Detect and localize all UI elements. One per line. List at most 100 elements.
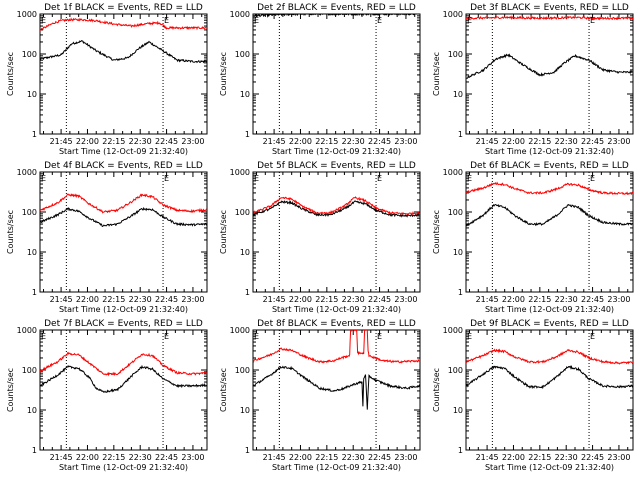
x-tick-label: 22:00	[502, 295, 525, 304]
x-tick-label: 22:15	[528, 453, 551, 462]
x-tick-label: 21:45	[50, 137, 73, 146]
y-tick-label: 1000	[17, 326, 37, 335]
y-axis-label: Counts/sec	[432, 210, 441, 254]
plot-frame	[252, 171, 421, 293]
x-tick-label: 22:00	[289, 137, 312, 146]
event-marker-label: E	[164, 332, 169, 341]
x-tick-label: 22:45	[581, 137, 604, 146]
x-axis-label: Start Time (12-Oct-09 21:32:40)	[485, 147, 614, 156]
series-line-events	[466, 203, 633, 227]
y-tick-label: 100	[22, 366, 37, 375]
y-tick-label: 10	[453, 90, 463, 99]
event-marker-label: E	[467, 174, 472, 183]
plot-frame	[39, 13, 208, 135]
x-tick-label: 22:30	[342, 453, 365, 462]
x-tick-label: 23:00	[181, 453, 204, 462]
event-marker-label: E	[164, 16, 169, 25]
chart-title: Det 1f BLACK = Events, RED = LLD	[44, 3, 203, 13]
x-tick-label: 22:45	[581, 453, 604, 462]
x-tick-label: 22:45	[155, 453, 178, 462]
x-axis-label: Start Time (12-Oct-09 21:32:40)	[59, 463, 188, 472]
x-axis-label: Start Time (12-Oct-09 21:32:40)	[59, 147, 188, 156]
y-tick-label: 100	[448, 50, 463, 59]
series-line-lld	[253, 196, 420, 216]
y-axis-label: Counts/sec	[219, 210, 228, 254]
y-tick-label: 1000	[17, 168, 37, 177]
y-tick-label: 1000	[443, 326, 463, 335]
x-tick-label: 21:45	[263, 137, 286, 146]
x-tick-label: 22:30	[555, 453, 578, 462]
x-tick-label: 21:45	[263, 295, 286, 304]
series-line-events	[253, 200, 420, 218]
y-tick-label: 100	[448, 366, 463, 375]
x-tick-label: 22:45	[155, 295, 178, 304]
event-marker-label: E	[164, 174, 169, 183]
x-tick-label: 23:00	[607, 453, 630, 462]
series-line-lld	[40, 193, 207, 214]
chart-panel-8: Det 8f BLACK = Events, RED = LLD Counts/s…	[219, 319, 421, 472]
x-tick-label: 22:30	[129, 295, 152, 304]
x-axis-label: Start Time (12-Oct-09 21:32:40)	[59, 305, 188, 314]
x-tick-label: 22:15	[528, 295, 551, 304]
y-tick-label: 1000	[17, 10, 37, 19]
series-line-events	[40, 206, 207, 227]
event-marker-label: E	[377, 332, 382, 341]
x-tick-label: 22:45	[368, 137, 391, 146]
chart-panel-5: Det 5f BLACK = Events, RED = LLD Counts/s…	[219, 161, 421, 314]
x-tick-label: 22:00	[76, 295, 99, 304]
x-tick-label: 22:30	[342, 137, 365, 146]
event-marker-label: E	[590, 332, 595, 341]
y-axis-label: Counts/sec	[6, 368, 15, 412]
y-tick-label: 100	[235, 366, 250, 375]
series-line-lld	[466, 181, 633, 196]
y-tick-label: 10	[240, 406, 250, 415]
x-axis-label: Start Time (12-Oct-09 21:32:40)	[485, 463, 614, 472]
x-tick-label: 22:30	[129, 453, 152, 462]
x-tick-label: 22:00	[289, 453, 312, 462]
x-axis-label: Start Time (12-Oct-09 21:32:40)	[272, 463, 401, 472]
x-tick-label: 21:45	[476, 453, 499, 462]
y-tick-label: 10	[27, 406, 37, 415]
chart-panel-1: Det 1f BLACK = Events, RED = LLD Counts/s…	[6, 3, 208, 156]
chart-title: Det 7f BLACK = Events, RED = LLD	[44, 319, 203, 329]
plot-frame	[465, 171, 634, 293]
x-axis-label: Start Time (12-Oct-09 21:32:40)	[272, 147, 401, 156]
chart-title: Det 5f BLACK = Events, RED = LLD	[257, 161, 416, 171]
y-tick-label: 100	[22, 50, 37, 59]
x-tick-label: 21:45	[263, 453, 286, 462]
y-axis-label: Counts/sec	[6, 210, 15, 254]
x-tick-label: 22:15	[102, 295, 125, 304]
series-line-lld	[40, 17, 207, 31]
event-marker-label: E	[467, 16, 472, 25]
chart-panel-7: Det 7f BLACK = Events, RED = LLD Counts/s…	[6, 319, 208, 472]
y-tick-label: 1	[245, 288, 250, 297]
y-tick-label: 1	[32, 288, 37, 297]
y-tick-label: 100	[235, 50, 250, 59]
y-axis-label: Counts/sec	[219, 368, 228, 412]
y-tick-label: 100	[22, 208, 37, 217]
series-line-events	[466, 53, 633, 79]
series-line-events	[466, 365, 633, 390]
x-tick-label: 22:00	[502, 453, 525, 462]
x-tick-label: 22:30	[129, 137, 152, 146]
chart-title: Det 3f BLACK = Events, RED = LLD	[470, 3, 629, 13]
x-tick-label: 22:15	[315, 453, 338, 462]
event-marker-label: E	[254, 16, 259, 25]
x-tick-label: 23:00	[607, 295, 630, 304]
series-line-lld	[253, 330, 420, 364]
event-marker-label: E	[254, 174, 259, 183]
y-tick-label: 10	[453, 406, 463, 415]
y-tick-label: 1	[245, 446, 250, 455]
event-marker-label: E	[41, 174, 46, 183]
y-tick-label: 1	[458, 446, 463, 455]
x-tick-label: 23:00	[181, 137, 204, 146]
series-line-lld	[466, 15, 633, 21]
y-tick-label: 1	[245, 130, 250, 139]
x-tick-label: 22:15	[315, 137, 338, 146]
event-marker-label: E	[41, 332, 46, 341]
chart-panel-3: Det 3f BLACK = Events, RED = LLD Counts/s…	[432, 3, 634, 156]
x-tick-label: 23:00	[394, 453, 417, 462]
x-tick-label: 22:00	[289, 295, 312, 304]
chart-title: Det 2f BLACK = Events, RED = LLD	[257, 3, 416, 13]
